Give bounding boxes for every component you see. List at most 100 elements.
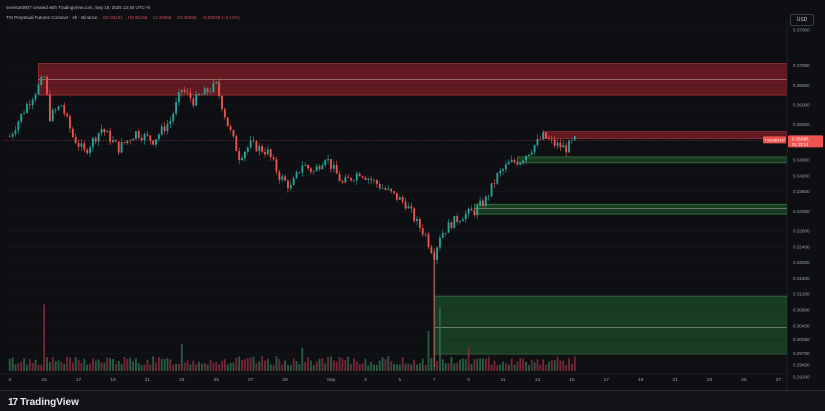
candle-body [261, 145, 264, 152]
candle-layer [8, 74, 576, 368]
candle-body [556, 142, 559, 146]
price-tick-label: 0.29100 [793, 375, 810, 380]
volume-bar [318, 358, 321, 371]
candle-body [192, 98, 195, 106]
time-tick-label: 5 [398, 377, 401, 383]
price-tick-label: 0.35500 [793, 122, 810, 127]
volume-bar [519, 357, 522, 371]
volume-bar [275, 356, 278, 371]
candle-body [364, 177, 367, 180]
candle-body [373, 180, 375, 181]
candle-body [516, 162, 519, 165]
volume-bar [287, 365, 289, 371]
ohlc-low: L0.35069 [152, 15, 172, 20]
volume-bar [186, 360, 189, 371]
candle-body [562, 145, 565, 148]
candle-body [295, 171, 298, 179]
price-tick-label: 0.37000 [793, 63, 810, 68]
volume-bar [553, 360, 556, 371]
volume-bar [393, 363, 395, 371]
candle-body [143, 133, 146, 141]
candle-body [31, 99, 34, 105]
candle-body [565, 145, 568, 153]
time-tick-label: 21 [145, 377, 151, 383]
candle-body [46, 76, 48, 95]
candle-body [132, 138, 134, 141]
volume-bar [358, 364, 361, 371]
candle-body [370, 178, 373, 181]
volume-bar [37, 364, 40, 371]
volume-bar [74, 357, 77, 371]
volume-bar [221, 360, 223, 371]
volume-bar [510, 358, 513, 371]
symbol-tag [763, 136, 786, 144]
volume-bar [166, 357, 169, 371]
price-tick-label: 0.32800 [793, 229, 810, 234]
time-tick-label: 19 [638, 377, 644, 383]
volume-bar [152, 356, 155, 371]
volume-bar [482, 358, 484, 371]
volume-bar [307, 357, 309, 371]
time-tick-label: 21 [672, 377, 678, 383]
candle-body [355, 173, 358, 181]
candle-body [249, 140, 252, 148]
candle-body [157, 134, 160, 140]
price-tick-label: 0.30800 [793, 307, 810, 312]
candle-body [20, 113, 23, 122]
volume-bar [266, 358, 269, 371]
mid-supply-zone [542, 131, 788, 139]
volume-bar [467, 347, 470, 371]
volume-bar [295, 360, 298, 371]
candle-body [479, 200, 482, 206]
time-tick-label: 25 [214, 377, 220, 383]
candle-body [51, 109, 54, 122]
volume-bar [34, 360, 37, 371]
candle-body [43, 76, 46, 78]
volume-bar [192, 360, 195, 371]
volume-bar [103, 362, 106, 371]
volume-bar [43, 304, 46, 371]
candle-body [304, 164, 307, 166]
volume-bar [536, 359, 539, 371]
volume-bar [565, 365, 568, 371]
candle-body [410, 206, 413, 209]
candle-body [375, 180, 378, 185]
tradingview-logo[interactable]: 17 TradingView [8, 396, 79, 408]
volume-bar [421, 358, 424, 371]
attribution-text: sevvitar0907 created with TradingView.co… [6, 5, 150, 10]
candle-body [229, 126, 232, 131]
volume-bar [232, 362, 235, 371]
time-tick-label: 23 [179, 377, 185, 383]
candle-body [470, 208, 473, 211]
candle-body [140, 137, 143, 141]
volume-bar [507, 364, 510, 371]
volume-bar [444, 363, 447, 371]
candle-body [390, 188, 393, 192]
volume-bar [513, 365, 516, 371]
volume-bar [97, 359, 100, 371]
candle-body [91, 137, 94, 148]
volume-bar [404, 363, 407, 371]
price-tick-label: 0.34600 [793, 158, 810, 163]
volume-bar [304, 362, 307, 371]
candle-body [487, 196, 490, 197]
volume-bar [545, 364, 547, 371]
price-tick-label: 0.29400 [793, 363, 810, 368]
volume-bar [172, 364, 175, 371]
currency-button[interactable]: USD [790, 14, 814, 26]
volume-bar [31, 362, 34, 371]
candle-body [275, 159, 278, 172]
candle-body [232, 130, 235, 137]
volume-bar [367, 365, 370, 371]
candle-body [172, 113, 175, 122]
candle-body [223, 109, 226, 118]
volume-bar [562, 360, 565, 371]
candle-body [129, 140, 132, 142]
candle-body [450, 222, 453, 229]
volume-layer [8, 251, 576, 371]
candle-body [341, 181, 344, 183]
candle-body [384, 188, 387, 190]
price-axis: 0.37900 0.37000 0.36500 0.36000 0.35500 0.350… [786, 0, 825, 390]
candle-body [266, 149, 269, 155]
